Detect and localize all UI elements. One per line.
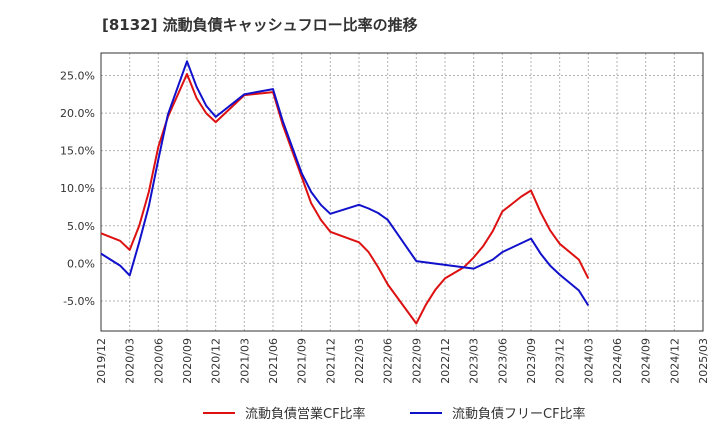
x-tick-label: 2025/03: [697, 338, 710, 384]
x-tick-label: 2020/06: [152, 338, 165, 384]
x-tick-label: 2023/09: [525, 338, 538, 384]
y-tick-label: 15.0%: [60, 145, 95, 158]
legend-label-2: 流動負債フリーCF比率: [452, 406, 586, 422]
legend-label-1: 流動負債営業CF比率: [245, 406, 366, 422]
y-tick-label: 25.0%: [60, 70, 95, 83]
x-tick-label: 2024/12: [668, 338, 681, 384]
x-tick-label: 2023/12: [554, 338, 567, 384]
x-tick-label: 2020/03: [124, 338, 137, 384]
series-line-2: [100, 60, 590, 307]
x-tick-label: 2019/12: [95, 338, 108, 384]
y-tick-label: 5.0%: [67, 220, 95, 233]
chart-title: [8132] 流動負債キャッシュフロー比率の推移: [102, 16, 418, 34]
plot-area: [101, 53, 703, 331]
x-tick-label: 2022/09: [410, 338, 423, 384]
plot-frame: [100, 52, 704, 332]
x-tick-label: 2022/06: [382, 338, 395, 384]
series-line-1: [100, 73, 590, 325]
y-tick-label: 0.0%: [67, 257, 95, 270]
x-tick-label: 2023/03: [468, 338, 481, 384]
x-tick-label: 2021/12: [324, 338, 337, 384]
y-tick-label: 20.0%: [60, 107, 95, 120]
x-tick-label: 2021/06: [267, 338, 280, 384]
x-tick-label: 2020/09: [181, 338, 194, 384]
y-tick-label: -5.0%: [63, 295, 95, 308]
x-tick-label: 2024/03: [582, 338, 595, 384]
x-tick-label: 2023/06: [496, 338, 509, 384]
x-tick-label: 2021/09: [296, 338, 309, 384]
x-tick-label: 2022/03: [353, 338, 366, 384]
x-tick-label: 2020/12: [210, 338, 223, 384]
x-tick-label: 2024/06: [611, 338, 624, 384]
y-tick-label: 10.0%: [60, 182, 95, 195]
x-tick-label: 2024/09: [640, 338, 653, 384]
x-tick-label: 2021/03: [238, 338, 251, 384]
x-tick-label: 2022/12: [439, 338, 452, 384]
